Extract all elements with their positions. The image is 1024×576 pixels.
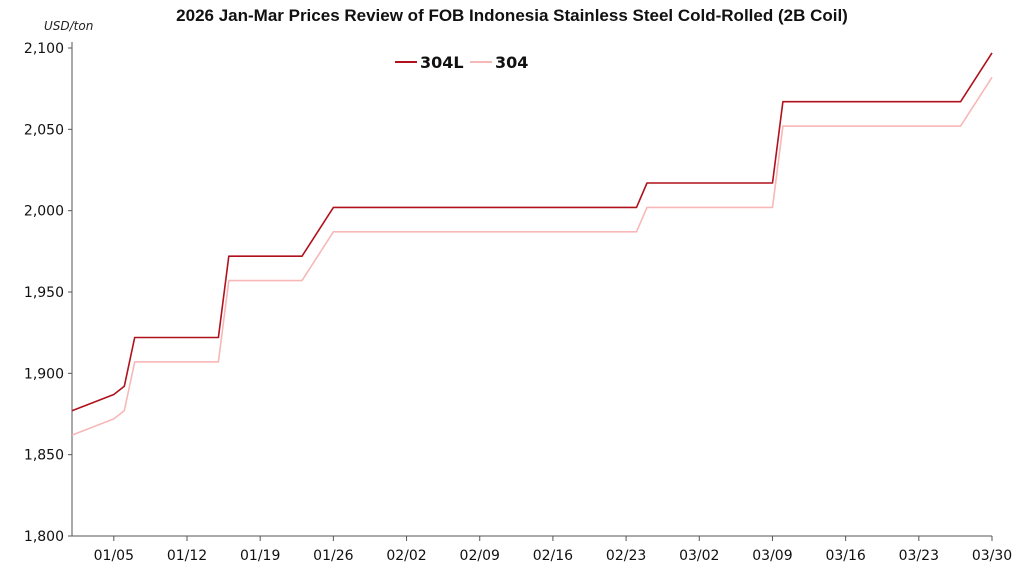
y-tick-label: 2,050: [24, 122, 64, 138]
x-tick-label: 03/09: [752, 548, 792, 564]
x-tick-label: 01/19: [240, 548, 280, 564]
legend-label-304: 304: [495, 53, 528, 72]
x-tick-label: 02/16: [533, 548, 573, 564]
y-tick-label: 2,100: [24, 41, 64, 57]
y-axis-unit-label: USD/ton: [44, 19, 94, 33]
x-tick-label: 01/26: [313, 548, 353, 564]
x-tick-label: 03/23: [899, 548, 939, 564]
x-tick-label: 01/05: [94, 548, 134, 564]
y-tick-label: 2,000: [24, 204, 64, 220]
x-tick-label: 03/30: [972, 548, 1012, 564]
x-tick-label: 02/09: [460, 548, 500, 564]
y-tick-label: 1,950: [24, 285, 64, 301]
legend-label-304L: 304L: [420, 53, 464, 72]
x-tick-label: 01/12: [167, 548, 207, 564]
series-line-304: [71, 76, 993, 436]
x-tick-label: 03/02: [679, 548, 719, 564]
y-tick-label: 1,800: [24, 529, 64, 545]
y-tick-label: 1,850: [24, 448, 64, 464]
chart-title: 2026 Jan-Mar Prices Review of FOB Indone…: [176, 6, 848, 25]
x-tick-label: 03/16: [825, 548, 865, 564]
x-tick-label: 02/02: [386, 548, 426, 564]
y-tick-label: 1,900: [24, 366, 64, 382]
x-tick-label: 02/23: [606, 548, 646, 564]
series-line-304L: [71, 52, 993, 412]
